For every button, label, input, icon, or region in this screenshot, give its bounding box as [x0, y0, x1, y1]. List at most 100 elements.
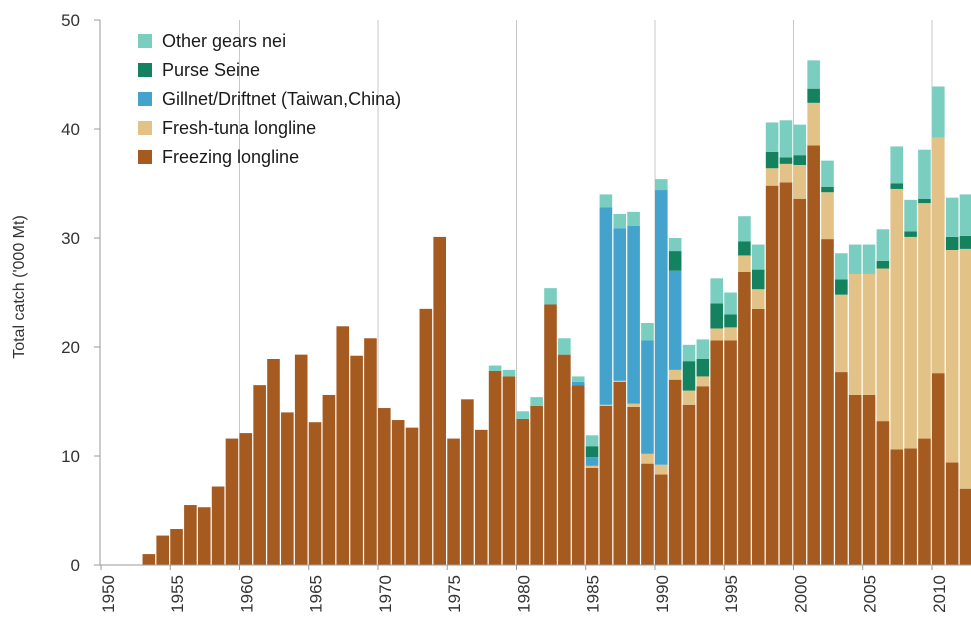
bar-stack-2001: [807, 60, 820, 565]
bar-stack-1995: [724, 292, 737, 565]
legend-swatch: [138, 34, 152, 48]
bar-stack-1963: [281, 412, 294, 565]
bar-stack-1953: [142, 554, 156, 565]
bar-segment: [890, 449, 904, 565]
bar-segment: [710, 278, 723, 304]
bar-segment: [710, 340, 723, 565]
bar-segment: [751, 244, 765, 270]
bar-segment: [668, 270, 682, 370]
bar-segment: [932, 86, 945, 138]
bar-segment: [904, 236, 917, 449]
bar-segment: [876, 421, 890, 565]
legend-swatch: [138, 92, 152, 106]
bar-stack-1982: [544, 288, 557, 565]
bar-segment: [571, 385, 585, 565]
bar-segment: [876, 260, 890, 269]
legend-item: Other gears nei: [138, 31, 286, 51]
bar-stack-2012: [959, 194, 971, 565]
bar-segment: [821, 186, 834, 193]
bar-segment: [848, 273, 862, 395]
bar-stack-1978: [488, 365, 502, 565]
bar-segment: [668, 238, 682, 252]
bar-segment: [738, 241, 751, 256]
bar-stack-2003: [835, 253, 848, 565]
bar-segment: [585, 457, 599, 466]
bar-segment: [599, 405, 613, 565]
bar-stack-1989: [641, 323, 654, 565]
bar-segment: [641, 453, 654, 464]
legend-swatch: [138, 150, 152, 164]
bar-stack-1967: [336, 326, 350, 565]
bar-stack-1969: [364, 338, 377, 565]
bar-segment: [682, 361, 696, 391]
bar-stack-1956: [184, 505, 197, 565]
bar-segment: [655, 179, 668, 191]
bar-segment: [876, 229, 890, 261]
bar-segment: [835, 294, 848, 373]
y-axis-title: Total catch ('000 Mt): [11, 215, 28, 359]
bar-segment: [225, 438, 239, 565]
x-tick-label: 1970: [376, 575, 395, 613]
y-tick-label: 30: [61, 229, 80, 248]
bar-stack-1996: [738, 216, 751, 565]
legend-label: Gillnet/Driftnet (Taiwan,China): [162, 89, 401, 109]
bar-segment: [918, 438, 931, 565]
bar-segment: [821, 160, 834, 187]
bar-stack-2007: [890, 146, 904, 565]
bar-segment: [391, 420, 405, 565]
bar-segment: [530, 397, 543, 406]
bar-segment: [599, 404, 613, 406]
bar-segment: [613, 380, 627, 382]
bar-stack-2005: [862, 244, 876, 565]
bar-segment: [641, 463, 654, 565]
bar-segment: [835, 279, 848, 295]
bar-segment: [655, 190, 668, 465]
bar-segment: [544, 288, 557, 305]
legend-item: Fresh-tuna longline: [138, 118, 316, 138]
bar-segment: [641, 323, 654, 341]
bar-segment: [294, 354, 308, 565]
bar-stack-2004: [848, 244, 862, 565]
bar-segment: [751, 269, 765, 290]
bar-stack-1965: [308, 422, 322, 565]
bar-stack-1992: [682, 344, 696, 565]
bar-segment: [807, 102, 820, 146]
bar-segment: [862, 394, 876, 565]
bar-segment: [765, 151, 779, 169]
bar-segment: [571, 376, 585, 382]
bar-stack-1979: [502, 369, 516, 565]
bar-segment: [890, 188, 904, 450]
bar-stack-2011: [945, 197, 959, 565]
bar-segment: [558, 354, 571, 565]
bar-segment: [821, 239, 834, 565]
bar-segment: [696, 358, 710, 377]
bar-segment: [793, 198, 807, 565]
bar-segment: [170, 529, 183, 565]
bar-segment: [932, 373, 945, 565]
bar-segment: [918, 149, 931, 199]
bar-stack-1966: [322, 394, 336, 565]
x-tick-label: 2000: [791, 575, 810, 613]
bar-stack-1988: [627, 211, 640, 565]
bar-segment: [516, 418, 530, 565]
bar-stack-1973: [419, 308, 433, 565]
bar-segment: [197, 507, 211, 565]
legend-item: Freezing longline: [138, 147, 299, 167]
bar-segment: [765, 122, 779, 152]
x-tick-label: 1980: [514, 575, 533, 613]
bar-stack-1999: [779, 120, 793, 565]
bar-stack-1980: [516, 411, 530, 565]
bar-segment: [724, 292, 737, 315]
bar-segment: [779, 157, 793, 164]
bar-segment: [655, 474, 668, 565]
bar-segment: [156, 535, 169, 565]
bar-stacks: [142, 60, 971, 565]
bar-stack-1962: [267, 358, 280, 565]
legend-swatch: [138, 63, 152, 77]
chart-legend: Other gears nei Purse Seine Gillnet/Driftn…: [138, 31, 401, 167]
bar-stack-2002: [821, 160, 834, 565]
bar-segment: [585, 467, 599, 565]
bar-segment: [959, 235, 971, 249]
x-axis-ticks: 1950 1955 1960 1965 1970 1975 1980 1985 1990 1995…: [99, 565, 949, 613]
bar-segment: [682, 404, 696, 565]
